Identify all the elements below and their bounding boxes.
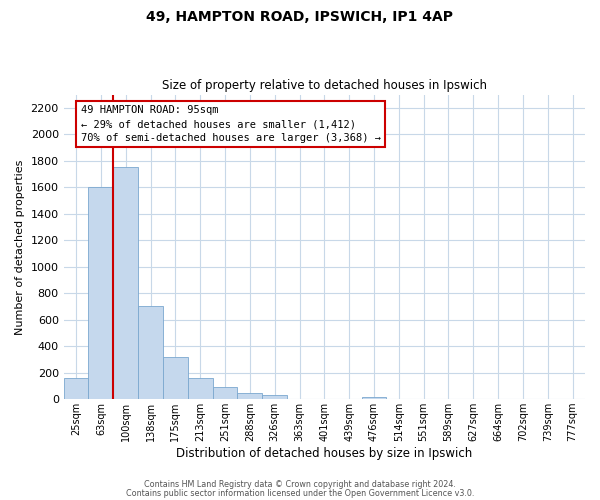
Bar (188, 378, 212, 399)
Bar (262, 395, 287, 399)
Text: Contains HM Land Registry data © Crown copyright and database right 2024.: Contains HM Land Registry data © Crown c… (144, 480, 456, 489)
Bar (238, 392, 262, 399)
Y-axis label: Number of detached properties: Number of detached properties (15, 159, 25, 334)
Bar (163, 357, 188, 399)
Bar (64, 378, 88, 399)
Bar (138, 306, 163, 399)
Bar (113, 168, 138, 399)
Text: Contains public sector information licensed under the Open Government Licence v3: Contains public sector information licen… (126, 489, 474, 498)
X-axis label: Distribution of detached houses by size in Ipswich: Distribution of detached houses by size … (176, 447, 472, 460)
Text: 49 HAMPTON ROAD: 95sqm
← 29% of detached houses are smaller (1,412)
70% of semi-: 49 HAMPTON ROAD: 95sqm ← 29% of detached… (80, 105, 380, 143)
Title: Size of property relative to detached houses in Ipswich: Size of property relative to detached ho… (162, 79, 487, 92)
Bar (212, 387, 238, 399)
Bar (88, 188, 113, 399)
Text: 49, HAMPTON ROAD, IPSWICH, IP1 4AP: 49, HAMPTON ROAD, IPSWICH, IP1 4AP (146, 10, 454, 24)
Bar (362, 396, 386, 399)
